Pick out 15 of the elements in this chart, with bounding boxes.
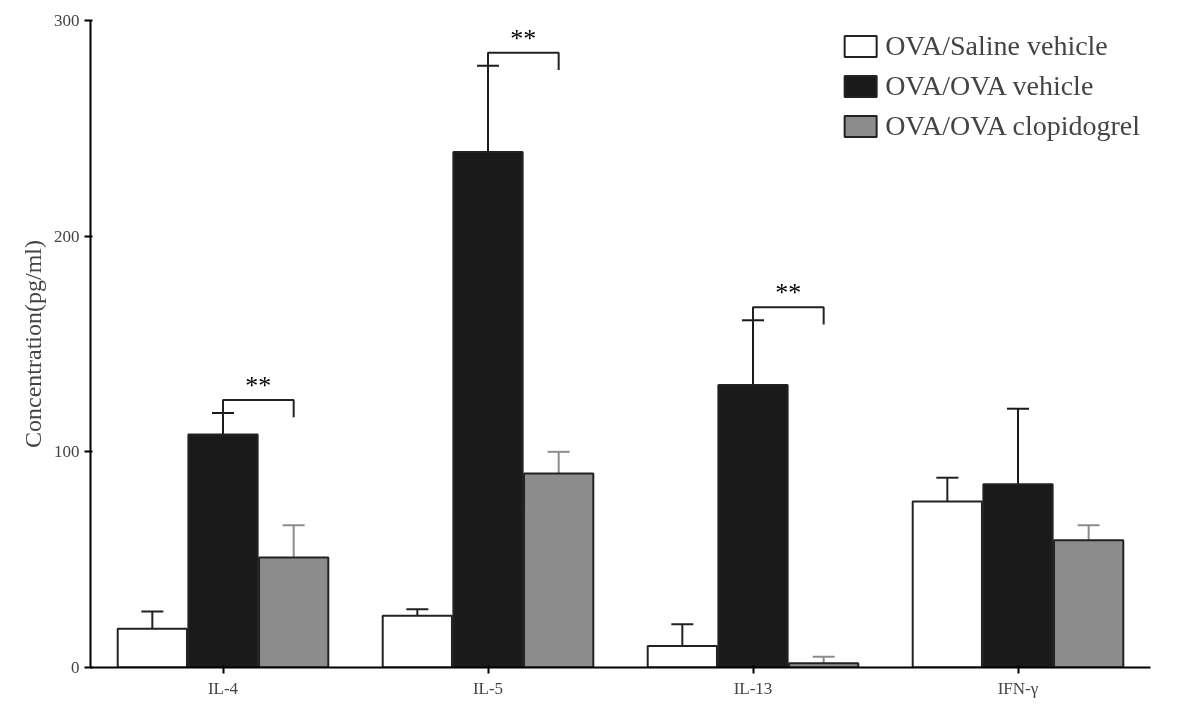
y-tick-label: 100 <box>54 442 80 462</box>
x-tick-label: IL-5 <box>472 678 504 698</box>
y-axis-title: Concentration(pg/ml) <box>20 240 46 448</box>
legend-label: OVA/OVA vehicle <box>885 70 1094 102</box>
legend-label: OVA/OVA clopidogrel <box>885 110 1140 142</box>
annotation: ** <box>510 23 537 53</box>
annotation: ** <box>775 278 802 308</box>
x-tick-label: IFN-γ <box>997 678 1039 698</box>
annotation: ** <box>245 371 272 401</box>
x-tick-label: IL-13 <box>733 678 773 698</box>
y-tick-label: 200 <box>54 226 80 246</box>
y-tick-label: 300 <box>54 11 80 30</box>
legend-label: OVA/Saline vehicle <box>885 30 1108 62</box>
x-tick-label: IL-4 <box>207 678 239 698</box>
y-tick-label: 0 <box>71 658 80 677</box>
